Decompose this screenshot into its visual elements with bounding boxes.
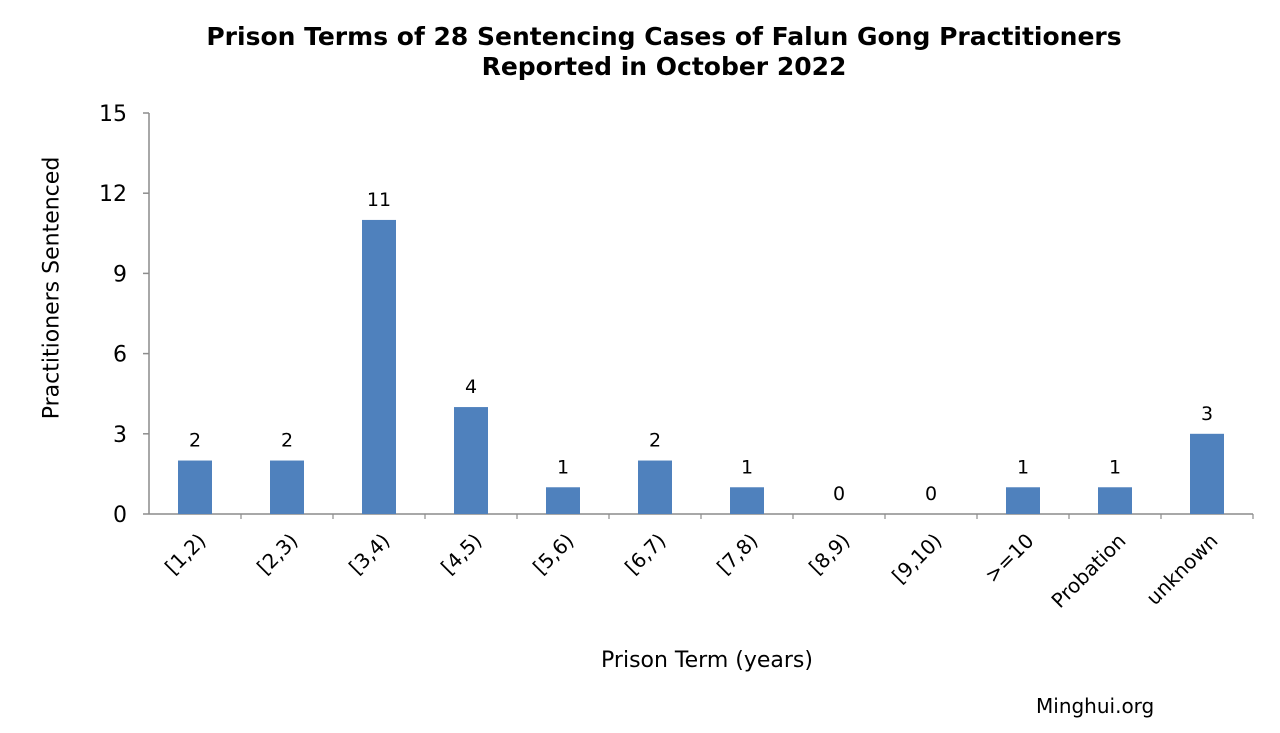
data-label: 0 — [833, 483, 845, 505]
y-tick-label: 9 — [113, 262, 127, 287]
data-label: 1 — [1017, 456, 1029, 478]
bar — [454, 407, 488, 514]
y-axis-label: Practitioners Sentenced — [39, 156, 65, 420]
x-tick-label: [5,6) — [528, 529, 579, 580]
bar — [178, 460, 212, 514]
x-tick-label: [1,2) — [160, 529, 211, 580]
x-tick-label: [3,4) — [344, 529, 395, 580]
data-label: 4 — [465, 376, 477, 398]
x-tick-label: >=10 — [980, 529, 1039, 588]
bar — [1098, 487, 1132, 514]
x-tick-label: [7,8) — [712, 529, 763, 580]
data-label: 1 — [557, 456, 569, 478]
x-tick-label: [8,9) — [804, 529, 855, 580]
bar — [270, 460, 304, 514]
y-tick-label: 3 — [113, 423, 127, 448]
data-label: 2 — [189, 430, 201, 452]
data-label: 2 — [649, 430, 661, 452]
data-label: 0 — [925, 483, 937, 505]
x-tick-label: unknown — [1141, 529, 1222, 610]
y-tick-label: 6 — [113, 343, 127, 368]
source-credit: Minghui.org — [1036, 694, 1155, 718]
bar — [730, 487, 764, 514]
bar — [362, 219, 396, 514]
data-label: 2 — [281, 430, 293, 452]
chart-title-line-1: Prison Terms of 28 Sentencing Cases of F… — [206, 22, 1122, 51]
bar — [1190, 433, 1224, 514]
data-label: 3 — [1201, 403, 1213, 425]
chart-title-line-2: Reported in October 2022 — [481, 52, 847, 81]
bar — [546, 487, 580, 514]
x-axis-label: Prison Term (years) — [601, 648, 813, 673]
bar — [638, 460, 672, 514]
data-label: 1 — [741, 456, 753, 478]
x-tick-label: [2,3) — [252, 529, 303, 580]
x-tick-label: [4,5) — [436, 529, 487, 580]
data-label: 1 — [1109, 456, 1121, 478]
x-tick-label: [9,10) — [887, 529, 946, 588]
chart-title: Prison Terms of 28 Sentencing Cases of F… — [0, 22, 1280, 82]
x-tick-label: [6,7) — [620, 529, 671, 580]
y-tick-label: 0 — [113, 503, 127, 528]
data-label: 11 — [367, 189, 391, 211]
y-tick-label: 12 — [99, 182, 127, 207]
x-tick-label: Probation — [1046, 529, 1130, 613]
y-tick-label: 15 — [99, 102, 127, 127]
bar — [1006, 487, 1040, 514]
